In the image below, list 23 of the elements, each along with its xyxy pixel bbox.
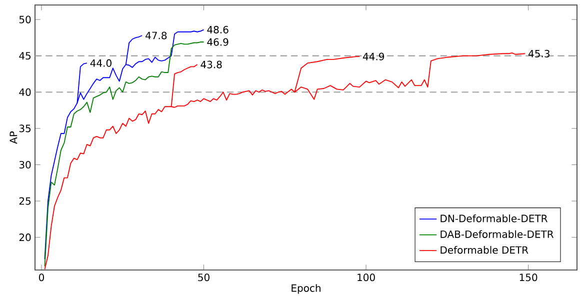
y-tick-label: 35 <box>19 124 31 132</box>
x-axis-title: Epoch <box>292 284 320 294</box>
x-tick-label: 100 <box>358 274 375 282</box>
annotation: 44.0 <box>90 59 112 67</box>
annotation: 46.9 <box>207 38 228 46</box>
annotation: 48.6 <box>207 26 228 34</box>
legend-label: Deformable DETR <box>440 246 528 254</box>
annotation: 47.8 <box>146 32 167 40</box>
x-tick-label: 0 <box>38 274 44 282</box>
y-axis-title: AP <box>10 131 18 144</box>
y-tick-label: 20 <box>19 234 31 242</box>
annotation: 45.3 <box>528 50 550 58</box>
legend-label: DN-Deformable-DETR <box>440 214 548 222</box>
y-tick-label: 50 <box>19 16 31 24</box>
annotation: 43.8 <box>200 60 222 68</box>
y-tick-label: 25 <box>19 197 31 205</box>
y-tick-label: 30 <box>19 160 31 169</box>
annotation: 44.9 <box>362 52 384 60</box>
y-tick-label: 40 <box>19 88 31 96</box>
y-tick-label: 45 <box>19 52 31 60</box>
legend-label: DAB-Deformable-DETR <box>440 230 554 238</box>
x-tick-label: 150 <box>520 274 538 282</box>
x-tick-label: 50 <box>198 274 210 282</box>
